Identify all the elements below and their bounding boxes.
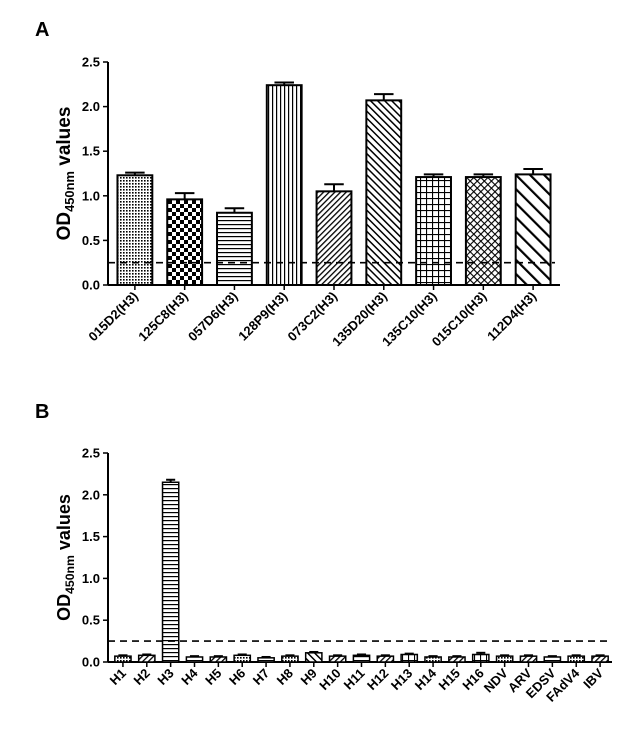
y-tick-label: 1.0 xyxy=(82,571,100,586)
x-tick-label: 015D2(H3) xyxy=(85,289,141,345)
bar xyxy=(567,655,586,663)
bar xyxy=(304,652,323,663)
bar xyxy=(161,481,180,663)
x-tick-label: H11 xyxy=(341,666,368,693)
x-tick-label: H8 xyxy=(274,666,296,688)
bar xyxy=(209,656,228,663)
x-tick-label: H2 xyxy=(131,666,153,688)
bar xyxy=(543,656,562,663)
x-tick-label: H15 xyxy=(436,666,463,693)
bar xyxy=(415,176,452,286)
x-tick-label: IBV xyxy=(580,665,606,691)
x-tick-label: 112D4(H3) xyxy=(484,289,539,344)
bar xyxy=(233,654,252,663)
x-tick-label: H16 xyxy=(459,666,486,693)
y-axis-label: OD450nm values xyxy=(54,107,77,241)
x-tick-label: NDV xyxy=(481,665,511,695)
bar xyxy=(591,655,609,663)
bar xyxy=(315,190,353,286)
y-axis-label-main: OD xyxy=(54,212,75,241)
y-tick-label: 0.5 xyxy=(82,233,100,248)
x-tick-label: 057D6(H3) xyxy=(185,289,241,345)
x-tick-label: 128P9(H3) xyxy=(235,289,290,344)
bar xyxy=(471,653,490,663)
x-tick-label: 125C8(H3) xyxy=(135,289,191,345)
bar xyxy=(265,84,303,286)
panel-label: B xyxy=(35,401,49,423)
bar xyxy=(137,654,156,663)
y-axis-label-rest: values xyxy=(54,494,74,555)
bar xyxy=(257,657,275,663)
bar xyxy=(352,654,371,663)
y-axis-label-main: OD xyxy=(54,594,74,621)
x-tick-label: H1 xyxy=(107,666,129,688)
bar xyxy=(519,655,538,663)
bar xyxy=(166,198,204,286)
x-tick-label: H12 xyxy=(364,666,391,693)
bar xyxy=(424,656,442,663)
bar xyxy=(185,656,204,663)
bar xyxy=(400,653,419,663)
bar xyxy=(464,176,502,286)
y-tick-label: 0.0 xyxy=(82,655,100,670)
bar xyxy=(376,655,395,663)
y-tick-label: 1.5 xyxy=(82,529,100,544)
x-tick-label: H3 xyxy=(154,666,176,688)
y-axis-label-rest: values xyxy=(54,107,75,171)
x-tick-label: H6 xyxy=(226,666,248,688)
y-tick-label: 0.0 xyxy=(82,278,100,293)
x-tick-label: H14 xyxy=(412,665,440,693)
x-tick-label: H4 xyxy=(178,665,201,688)
y-tick-label: 1.0 xyxy=(82,188,100,203)
bar xyxy=(281,655,299,663)
bar xyxy=(114,655,132,663)
panel-label: A xyxy=(35,19,49,41)
panel-a: A OD450nm values 0.0 0.5 1.0 1.5 2.0 2.5 015D2(H… xyxy=(35,19,560,349)
x-tick-label: H10 xyxy=(316,666,343,693)
x-tick-label: H7 xyxy=(250,666,272,688)
y-axis-label-sub: 450nm xyxy=(62,171,77,212)
bar xyxy=(495,655,514,663)
y-axis-label-sub: 450nm xyxy=(63,555,77,594)
bar xyxy=(116,174,154,286)
y-tick-label: 1.5 xyxy=(82,144,100,159)
x-tick-label: H9 xyxy=(298,666,320,688)
bar xyxy=(365,99,403,286)
y-tick-label: 2.5 xyxy=(82,446,100,461)
y-tick-label: 0.5 xyxy=(82,613,100,628)
bar xyxy=(216,211,253,286)
y-tick-label: 2.5 xyxy=(82,55,100,70)
x-tick-label: H13 xyxy=(388,666,415,693)
bar xyxy=(328,655,347,663)
y-tick-label: 2.0 xyxy=(82,487,100,502)
y-axis-label: OD450nm values xyxy=(54,494,77,621)
y-tick-label: 2.0 xyxy=(82,99,100,114)
bar xyxy=(448,656,466,663)
bar xyxy=(514,173,552,286)
x-tick-label: H5 xyxy=(202,666,224,688)
